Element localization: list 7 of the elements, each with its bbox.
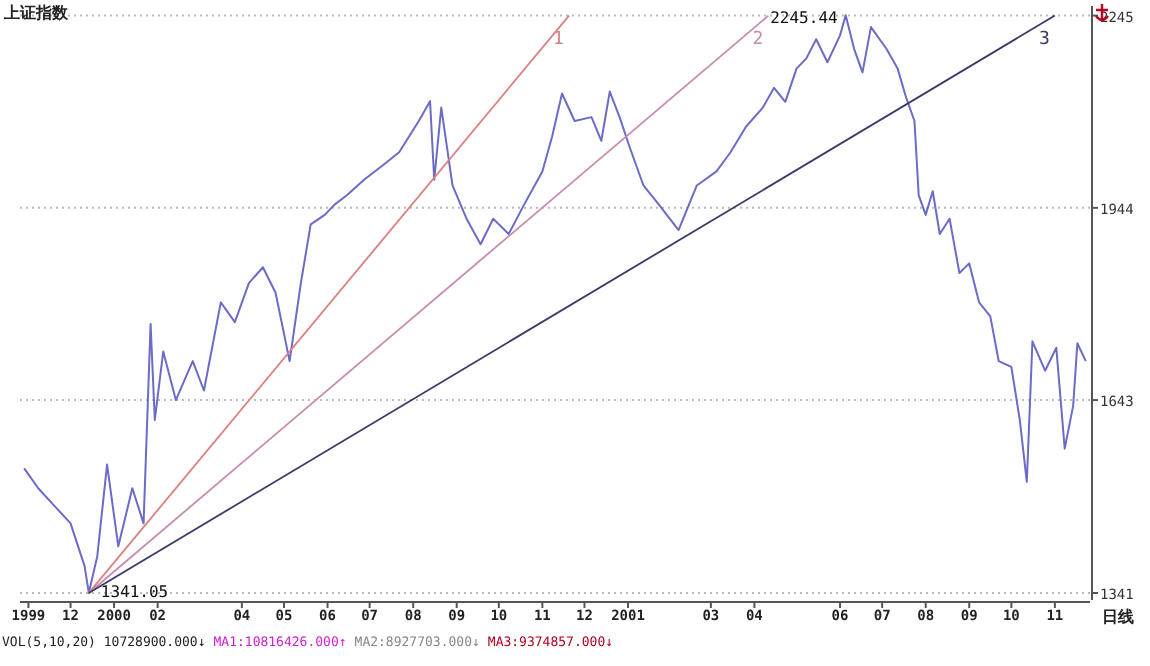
annotation: 1341.05 (100, 582, 169, 601)
annotation: 2245.44 (770, 9, 839, 28)
chart-title: 上证指数 (2, 4, 70, 22)
text: 日线 (1102, 608, 1134, 626)
series-label: 3 (1038, 29, 1050, 50)
series-label: 1 (553, 29, 564, 50)
series-label: 2 (752, 29, 764, 50)
